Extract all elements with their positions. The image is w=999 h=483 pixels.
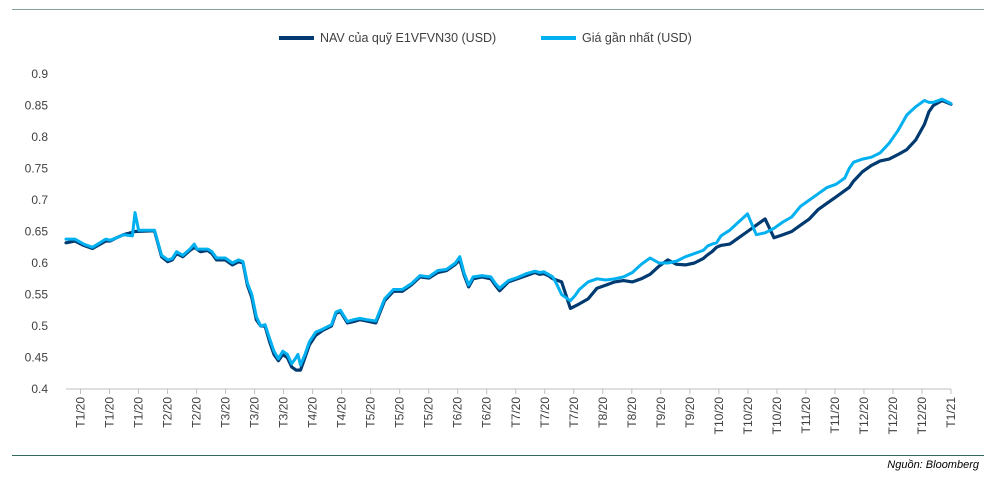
x-tick-label: T7/20 bbox=[567, 397, 581, 428]
x-tick-label: T8/20 bbox=[596, 397, 610, 428]
x-tick-label: T12/20 bbox=[886, 397, 900, 435]
legend: NAV của quỹ E1VFVN30 (USD) Giá gần nhất … bbox=[279, 31, 692, 45]
y-tick-label: 0.45 bbox=[25, 351, 49, 365]
x-tick-label: T3/20 bbox=[248, 397, 262, 428]
x-tick-label: T5/20 bbox=[364, 397, 378, 428]
x-tick-label: T1/20 bbox=[132, 397, 146, 428]
x-tick-label: T6/20 bbox=[451, 397, 465, 428]
y-tick-label: 0.85 bbox=[25, 99, 49, 113]
x-tick-label: T8/20 bbox=[625, 397, 639, 428]
y-tick-label: 0.55 bbox=[25, 288, 49, 302]
series-line-price bbox=[64, 97, 953, 367]
top-rule bbox=[12, 9, 984, 10]
line-chart: NAV của quỹ E1VFVN30 (USD) Giá gần nhất … bbox=[25, 31, 958, 434]
x-tick-label: T10/20 bbox=[741, 397, 755, 435]
x-tick-label: T3/20 bbox=[277, 397, 291, 428]
x-tick-label: T1/21 bbox=[944, 397, 958, 428]
x-tick-label: T4/20 bbox=[306, 397, 320, 428]
y-tick-label: 0.7 bbox=[31, 193, 48, 207]
x-tick-label: T12/20 bbox=[915, 397, 929, 435]
x-tick-label: T12/20 bbox=[857, 397, 871, 435]
x-tick-label: T7/20 bbox=[509, 397, 523, 428]
source-note: Nguồn: Bloomberg bbox=[887, 459, 979, 471]
y-tick-label: 0.65 bbox=[25, 225, 49, 239]
x-tick-label: T7/20 bbox=[538, 397, 552, 428]
y-axis: 0.4 0.45 0.5 0.55 0.6 0.65 0.7 0.75 0.8 0.85 0.9 bbox=[25, 67, 49, 396]
x-tick-label: T2/20 bbox=[161, 397, 175, 428]
x-tick-label: T5/20 bbox=[393, 397, 407, 428]
series-line-nav bbox=[64, 98, 953, 372]
x-tick-label: T6/20 bbox=[480, 397, 494, 428]
x-tick-label: T1/20 bbox=[74, 397, 88, 428]
x-tick-label: T5/20 bbox=[422, 397, 436, 428]
x-axis: T1/20 T1/20 T1/20 T2/20 T2/20 T3/20 T3/20 T3/20… bbox=[74, 389, 958, 434]
x-tick-label: T10/20 bbox=[770, 397, 784, 435]
x-tick-label: T11/20 bbox=[828, 397, 842, 434]
x-tick-label: T4/20 bbox=[335, 397, 349, 428]
x-tick-label: T9/20 bbox=[654, 397, 668, 428]
y-tick-label: 0.4 bbox=[31, 382, 48, 396]
y-tick-label: 0.5 bbox=[31, 319, 48, 333]
y-tick-label: 0.75 bbox=[25, 162, 49, 176]
y-tick-label: 0.8 bbox=[31, 130, 48, 144]
x-tick-label: T11/20 bbox=[799, 397, 813, 434]
x-tick-label: T10/20 bbox=[712, 397, 726, 435]
legend-label-price: Giá gần nhất (USD) bbox=[582, 31, 692, 45]
y-tick-label: 0.6 bbox=[31, 256, 48, 270]
legend-label-nav: NAV của quỹ E1VFVN30 (USD) bbox=[320, 31, 496, 45]
bottom-rule bbox=[12, 455, 984, 456]
x-tick-label: T9/20 bbox=[683, 397, 697, 428]
x-tick-label: T2/20 bbox=[190, 397, 204, 428]
y-tick-label: 0.9 bbox=[31, 67, 48, 81]
x-tick-label: T1/20 bbox=[103, 397, 117, 428]
x-tick-label: T3/20 bbox=[219, 397, 233, 428]
series-layer bbox=[64, 97, 953, 372]
